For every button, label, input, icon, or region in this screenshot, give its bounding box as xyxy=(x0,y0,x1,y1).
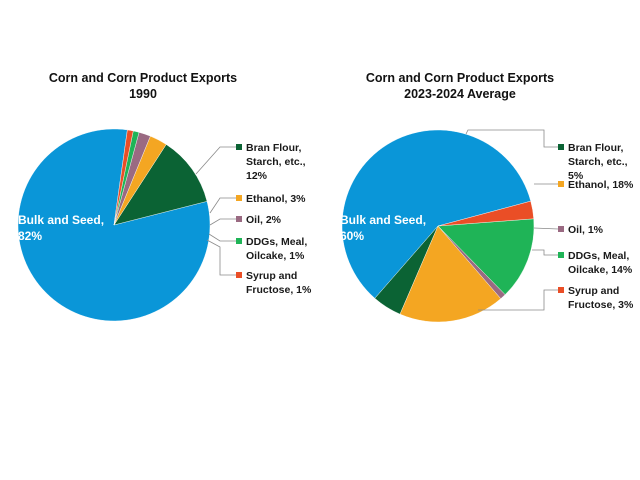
legend-label: Oil, 2% xyxy=(246,214,282,226)
legend-label: Bran Flour, xyxy=(246,142,302,154)
pie-slices xyxy=(17,128,211,322)
chart-title-line: 1990 xyxy=(129,87,157,101)
legend-label: Fructose, 1% xyxy=(246,284,312,296)
legend-entry-syrup-and-fructose: Syrup and Fructose, 3% xyxy=(478,285,634,311)
legend-swatch xyxy=(236,195,242,201)
slice-label-bulk-and-seed: Bulk and Seed, xyxy=(340,213,426,227)
pie-slice-ethanol xyxy=(399,225,502,323)
pie-chart-1: Corn and Corn Product Exports 1990 Bulk an… xyxy=(17,71,312,322)
legend-swatch xyxy=(558,252,564,258)
legend-swatch xyxy=(236,272,242,278)
legend-label: Syrup and xyxy=(246,270,297,282)
slice-label-bulk-and-seed: Bulk and Seed, xyxy=(18,213,104,227)
legend-entry-oil: Oil, 1% xyxy=(533,224,604,236)
chart-title-line: 2023-2024 Average xyxy=(404,87,516,101)
legend-swatch xyxy=(558,144,564,150)
leader-line xyxy=(195,146,236,175)
pie-slice-ddgs-meal-oilcake xyxy=(437,218,535,295)
leader-line xyxy=(208,233,236,242)
legend-label: 5% xyxy=(568,170,584,182)
leader-line xyxy=(478,289,558,311)
legend-swatch xyxy=(558,181,564,187)
legend-swatch xyxy=(236,238,242,244)
legend-label: Oilcake, 14% xyxy=(568,264,633,276)
leader-line xyxy=(533,227,559,230)
pie-chart-2: Corn and Corn Product Exports 2023-2024 A… xyxy=(340,71,634,323)
legend-entry-ddgs-meal-oilcake: DDGs, Meal, Oilcake, 14% xyxy=(532,249,633,276)
legend-entry-ethanol: Ethanol, 18% xyxy=(534,179,634,191)
pie-slice-bulk-and-seed xyxy=(341,129,531,299)
leader-line xyxy=(209,218,236,226)
pie-slice-syrup-and-fructose xyxy=(437,200,534,227)
legend-label: Syrup and xyxy=(568,285,619,297)
legend-label: Starch, etc., xyxy=(568,156,628,168)
pie-slice-syrup-and-fructose xyxy=(113,129,134,226)
legend-entry-ddgs-meal-oilcake: DDGs, Meal, Oilcake, 1% xyxy=(208,233,307,262)
legend-entry-ethanol: Ethanol, 3% xyxy=(209,193,306,214)
legend-label: Ethanol, 3% xyxy=(246,193,306,205)
legend-label: Oil, 1% xyxy=(568,224,604,236)
legend-entry-bran-flour-starch-etc: Bran Flour, Starch, etc., 12% xyxy=(195,142,306,182)
legend-entry-oil: Oil, 2% xyxy=(209,214,282,226)
legend-label: 12% xyxy=(246,170,268,182)
leader-line xyxy=(206,239,236,276)
legend-label: DDGs, Meal, xyxy=(246,236,307,248)
legend-label: Starch, etc., xyxy=(246,156,306,168)
pie-slice-bran-flour-starch-etc xyxy=(113,144,208,226)
pie-slices xyxy=(341,129,535,323)
slice-label-bulk-and-seed: 60% xyxy=(340,229,364,243)
legend-swatch xyxy=(558,226,564,232)
leader-line xyxy=(465,129,558,148)
leader-line xyxy=(532,249,558,256)
legend-swatch xyxy=(236,216,242,222)
legend-label: Fructose, 3% xyxy=(568,299,634,311)
legend-label: Oilcake, 1% xyxy=(246,250,305,262)
legend-label: Bran Flour, xyxy=(568,142,624,154)
legend-swatch xyxy=(558,287,564,293)
legend-entry-syrup-and-fructose: Syrup and Fructose, 1% xyxy=(206,239,312,296)
legend-entry-bran-flour-starch-etc: Bran Flour, Starch, etc., 5% xyxy=(465,129,628,182)
slice-label-bulk-and-seed: 82% xyxy=(18,229,42,243)
leader-line xyxy=(209,197,236,214)
chart-title-line: Corn and Corn Product Exports xyxy=(49,71,237,85)
legend-label: DDGs, Meal, xyxy=(568,250,629,262)
legend-swatch xyxy=(236,144,242,150)
legend-label: Ethanol, 18% xyxy=(568,179,634,191)
chart-title-line: Corn and Corn Product Exports xyxy=(366,71,554,85)
